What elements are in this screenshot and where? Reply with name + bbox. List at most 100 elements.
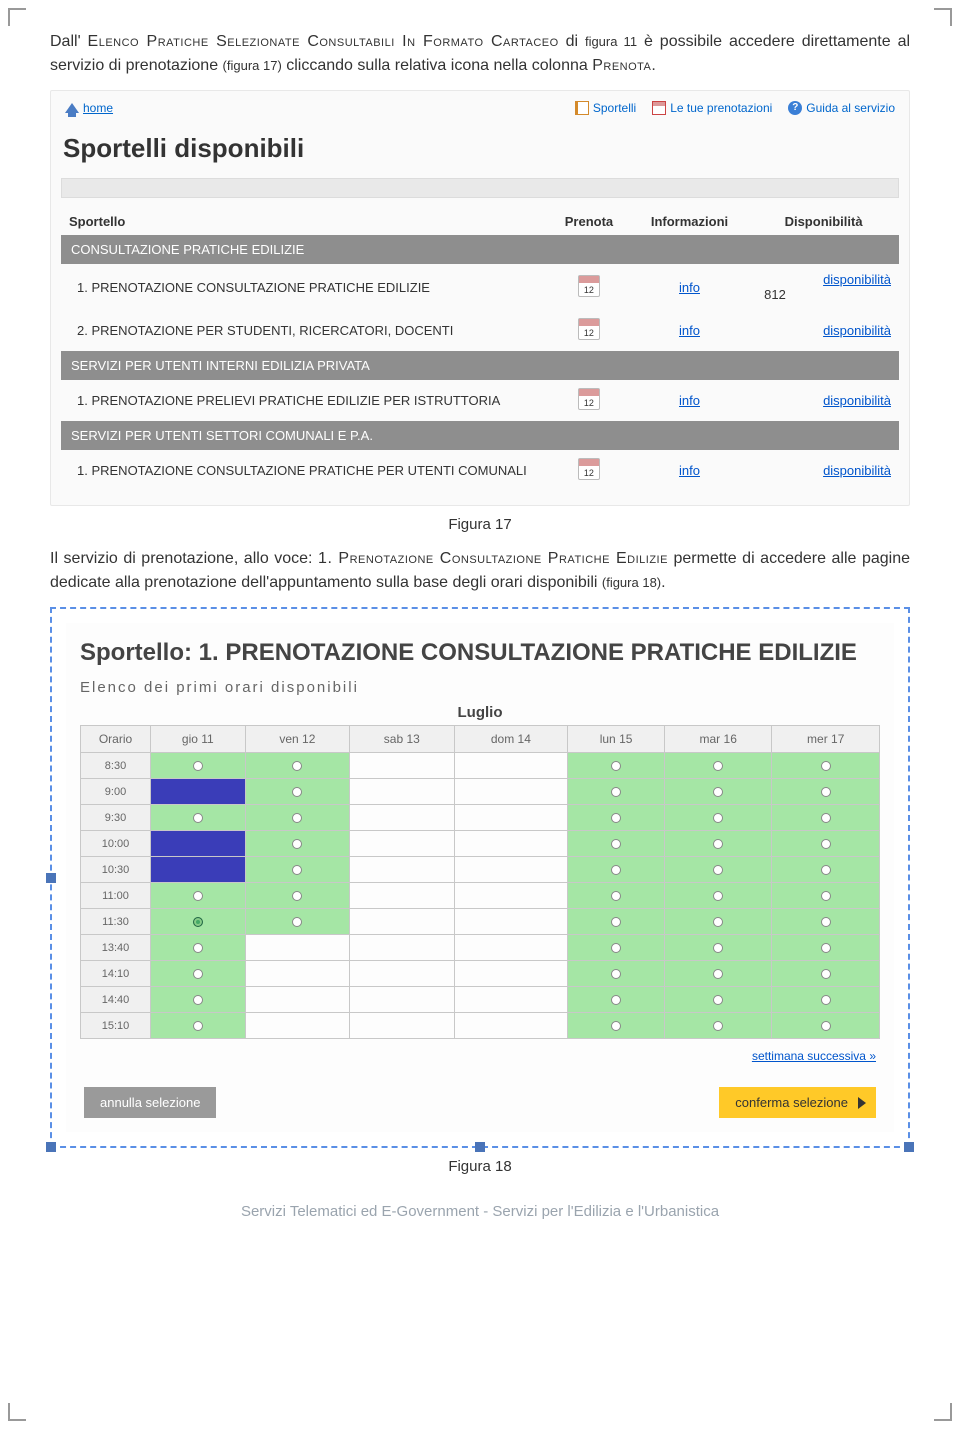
slot-cell[interactable] [245, 753, 349, 779]
slot-cell [454, 779, 568, 805]
arrow-right-icon [858, 1097, 866, 1109]
slot-cell[interactable] [568, 805, 665, 831]
slot-cell [454, 935, 568, 961]
disponibilita-link[interactable]: disponibilità [823, 463, 891, 478]
slot-cell [454, 961, 568, 987]
disponibilita-link[interactable]: disponibilità [823, 323, 891, 338]
slot-cell[interactable] [151, 805, 246, 831]
next-week-link[interactable]: settimana successiva » [80, 1049, 876, 1063]
disponibilita-link[interactable]: disponibilità [823, 393, 891, 408]
slot-cell[interactable] [568, 909, 665, 935]
slot-cell[interactable] [245, 857, 349, 883]
time-cell: 9:00 [81, 779, 151, 805]
top-link-guida[interactable]: ?Guida al servizio [788, 101, 895, 115]
sportello-row: 1. PRENOTAZIONE CONSULTAZIONE PRATICHE E… [61, 264, 899, 310]
slot-cell[interactable] [772, 961, 880, 987]
time-header: Orario [81, 726, 151, 753]
slot-cell[interactable] [568, 1013, 665, 1039]
slot-cell[interactable] [151, 961, 246, 987]
time-cell: 15:10 [81, 1013, 151, 1039]
slot-cell[interactable] [151, 753, 246, 779]
slot-cell[interactable] [664, 909, 772, 935]
slot-cell[interactable] [245, 831, 349, 857]
info-link[interactable]: info [679, 323, 700, 338]
time-cell: 11:00 [81, 883, 151, 909]
prenota-icon[interactable] [578, 275, 600, 297]
slot-cell[interactable] [772, 831, 880, 857]
slot-cell[interactable] [151, 883, 246, 909]
figure-17-caption: Figura 17 [50, 516, 910, 533]
slot-cell[interactable] [772, 935, 880, 961]
day-header: ven 12 [245, 726, 349, 753]
top-link-prenotazioni[interactable]: Le tue prenotazioni [652, 101, 772, 115]
time-cell: 11:30 [81, 909, 151, 935]
section-header: SERVIZI PER UTENTI SETTORI COMUNALI E P.… [61, 421, 899, 450]
slot-cell[interactable] [245, 909, 349, 935]
slot-cell[interactable] [772, 1013, 880, 1039]
slot-cell [350, 961, 454, 987]
slot-cell[interactable] [245, 883, 349, 909]
sportello-row: 1. PRENOTAZIONE CONSULTAZIONE PRATICHE P… [61, 450, 899, 491]
slot-cell[interactable] [772, 857, 880, 883]
slot-cell [454, 753, 568, 779]
slot-cell[interactable] [772, 779, 880, 805]
slot-cell[interactable] [245, 805, 349, 831]
slot-cell [350, 857, 454, 883]
slot-cell[interactable] [664, 935, 772, 961]
slot-cell[interactable] [568, 779, 665, 805]
prenota-icon[interactable] [578, 388, 600, 410]
slot-cell[interactable] [664, 805, 772, 831]
time-cell: 14:10 [81, 961, 151, 987]
intro-paragraph-2: Il servizio di prenotazione, allo voce: … [50, 547, 910, 595]
slot-cell[interactable] [151, 987, 246, 1013]
slot-cell[interactable] [568, 753, 665, 779]
slot-cell[interactable] [664, 779, 772, 805]
slot-cell[interactable] [772, 909, 880, 935]
slot-cell[interactable] [664, 883, 772, 909]
top-link-sportelli[interactable]: Sportelli [575, 101, 636, 115]
slot-cell [350, 831, 454, 857]
slot-cell[interactable] [568, 987, 665, 1013]
slot-cell[interactable] [568, 883, 665, 909]
time-cell: 10:30 [81, 857, 151, 883]
day-header: gio 11 [151, 726, 246, 753]
slot-cell[interactable] [568, 935, 665, 961]
slot-cell[interactable] [151, 909, 246, 935]
slot-cell[interactable] [772, 753, 880, 779]
disponibilita-link[interactable]: disponibilità [823, 272, 891, 287]
slot-cell[interactable] [151, 1013, 246, 1039]
slot-cell[interactable] [568, 961, 665, 987]
slot-cell[interactable] [664, 961, 772, 987]
slot-cell[interactable] [664, 753, 772, 779]
slot-cell[interactable] [568, 831, 665, 857]
prenota-icon[interactable] [578, 318, 600, 340]
slot-cell[interactable] [664, 987, 772, 1013]
slot-cell [350, 935, 454, 961]
slot-cell [350, 987, 454, 1013]
slot-cell [454, 909, 568, 935]
confirm-button[interactable]: conferma selezione [719, 1087, 876, 1118]
section-header: CONSULTAZIONE PRATICHE EDILIZIE [61, 235, 899, 264]
slot-cell[interactable] [772, 883, 880, 909]
slot-cell[interactable] [568, 857, 665, 883]
slot-cell[interactable] [245, 779, 349, 805]
slot-cell[interactable] [664, 831, 772, 857]
cancel-button[interactable]: annulla selezione [84, 1087, 216, 1118]
slot-cell[interactable] [664, 1013, 772, 1039]
day-header: dom 14 [454, 726, 568, 753]
prenota-icon[interactable] [578, 458, 600, 480]
info-link[interactable]: info [679, 280, 700, 295]
slot-cell [350, 1013, 454, 1039]
slot-cell[interactable] [151, 935, 246, 961]
info-link[interactable]: info [679, 393, 700, 408]
home-icon [65, 103, 79, 113]
slot-cell [350, 909, 454, 935]
slot-cell[interactable] [664, 857, 772, 883]
slot-cell [454, 883, 568, 909]
slot-cell[interactable] [772, 987, 880, 1013]
slot-cell [245, 935, 349, 961]
home-link[interactable]: home [65, 101, 113, 115]
time-cell: 8:30 [81, 753, 151, 779]
info-link[interactable]: info [679, 463, 700, 478]
slot-cell[interactable] [772, 805, 880, 831]
